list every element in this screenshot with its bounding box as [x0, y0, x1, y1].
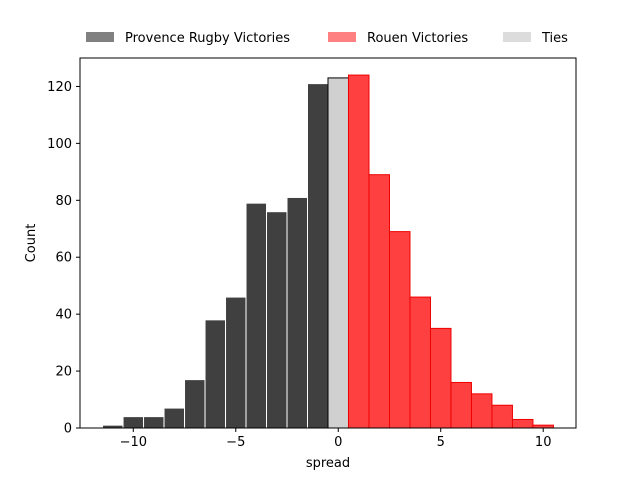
- bar-2-7: [491, 404, 513, 429]
- bar-0-5: [204, 319, 227, 429]
- x-tick-label: 10: [535, 435, 552, 450]
- bar-0-8: [266, 211, 288, 429]
- x-tick-label: −10: [120, 435, 147, 450]
- bar-0-2: [143, 416, 165, 429]
- x-tick-label: 0: [334, 435, 342, 450]
- bar-0-1: [122, 416, 145, 429]
- bar-2-0: [347, 74, 370, 429]
- plot-frame: [79, 57, 577, 429]
- x-tick-label: 5: [437, 435, 445, 450]
- bar-0-7: [245, 202, 268, 429]
- bar-0-4: [184, 379, 206, 429]
- bars-layer: [102, 74, 554, 429]
- y-tick-label: 40: [55, 308, 72, 323]
- legend-swatch: [86, 32, 114, 42]
- y-tick-label: 0: [64, 422, 72, 437]
- bar-0-6: [225, 296, 247, 429]
- legend-label: Rouen Victories: [367, 31, 468, 46]
- bar-2-3: [409, 296, 431, 429]
- legend-swatch: [503, 32, 531, 42]
- y-tick-label: 100: [47, 137, 72, 152]
- legend-label: Ties: [541, 31, 568, 46]
- bar-0-3: [163, 407, 186, 429]
- y-tick-label: 120: [47, 80, 72, 95]
- bar-0-10: [307, 83, 329, 429]
- bar-2-8: [511, 418, 534, 429]
- x-axis-ticks: −10 −5 0 5 10: [120, 428, 552, 450]
- bar-2-5: [450, 381, 472, 429]
- y-tick-label: 60: [55, 251, 72, 266]
- y-tick-label: 20: [55, 365, 72, 380]
- legend-label: Provence Rugby Victories: [125, 31, 290, 46]
- y-axis-ticks: 0 20 40 60 80 100 120: [47, 80, 80, 437]
- bar-0-9: [286, 196, 309, 429]
- bar-2-2: [388, 231, 411, 429]
- legend-swatch: [328, 32, 356, 42]
- y-tick-label: 80: [55, 194, 72, 209]
- y-axis-label: Count: [24, 224, 39, 263]
- bar-2-4: [429, 327, 452, 429]
- bar-2-6: [470, 393, 493, 429]
- x-tick-label: −5: [226, 435, 245, 450]
- bar-2-1: [368, 174, 390, 429]
- bar-1-0: [327, 77, 349, 429]
- legend: Provence Rugby Victories Rouen Victories T…: [86, 31, 568, 46]
- x-axis-label: spread: [306, 456, 350, 471]
